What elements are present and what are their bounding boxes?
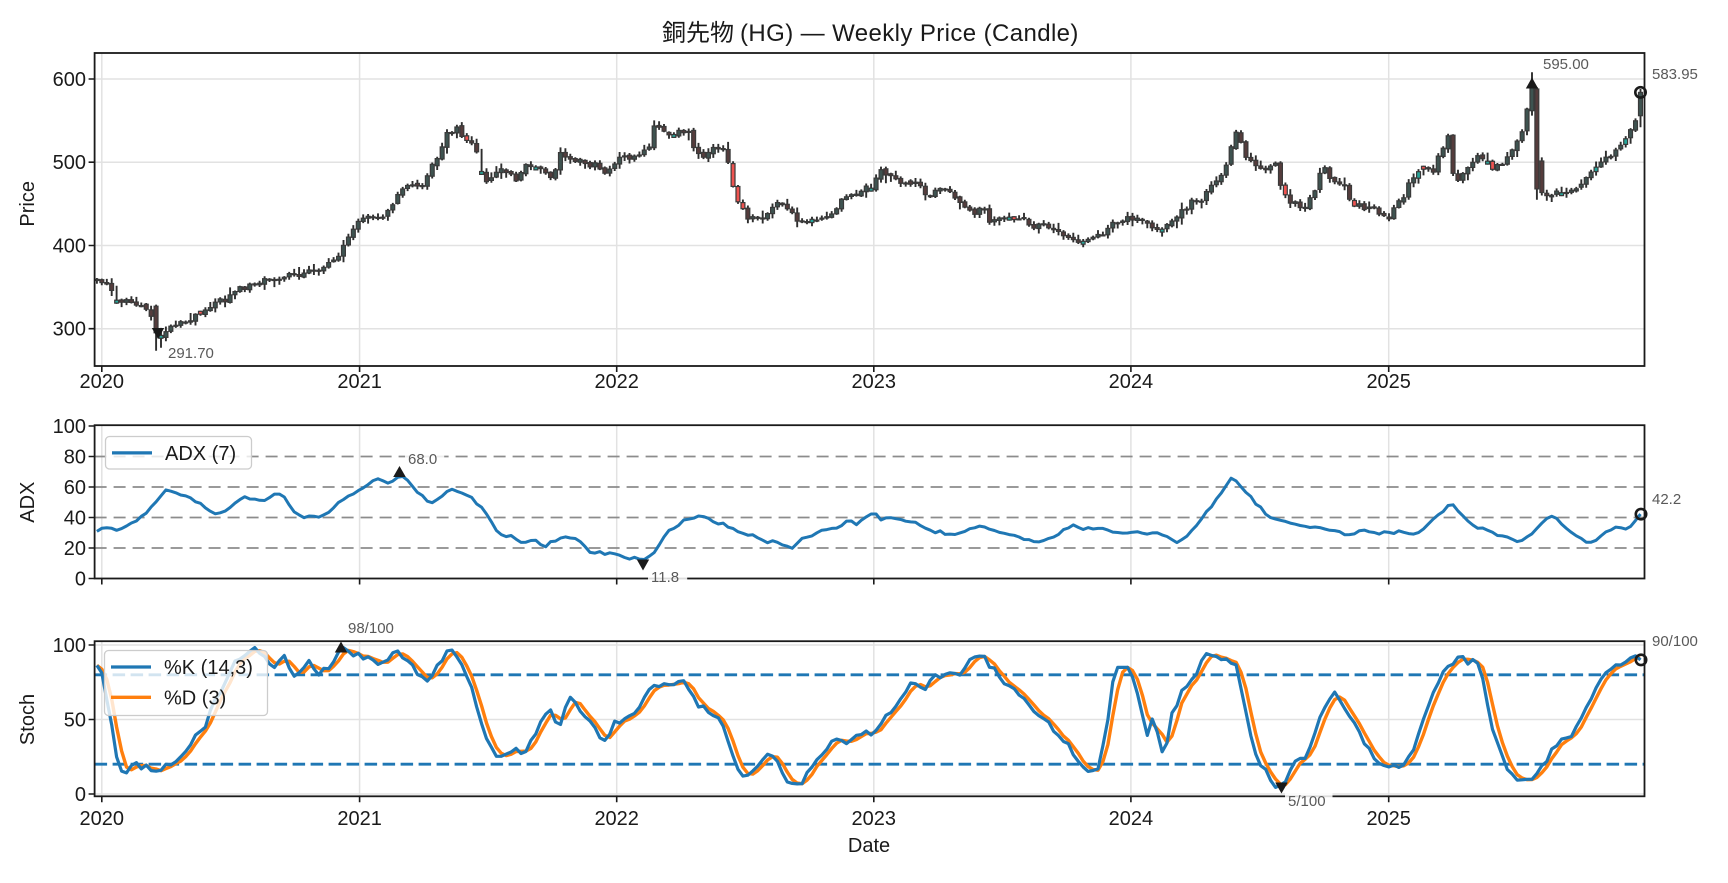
svg-text:50: 50 xyxy=(64,710,86,732)
svg-text:2020: 2020 xyxy=(80,808,125,830)
svg-text:Stoch: Stoch xyxy=(17,694,39,745)
svg-text:600: 600 xyxy=(53,69,86,91)
svg-text:(HG) — Weekly Price (Candle): (HG) — Weekly Price (Candle) xyxy=(740,20,1079,47)
svg-text:90/100: 90/100 xyxy=(1652,633,1698,650)
svg-text:20: 20 xyxy=(64,538,86,560)
svg-text:2022: 2022 xyxy=(594,371,639,393)
svg-text:595.00: 595.00 xyxy=(1543,56,1589,73)
svg-text:2025: 2025 xyxy=(1366,808,1411,830)
svg-text:%D (3): %D (3) xyxy=(164,687,226,709)
svg-text:Date: Date xyxy=(848,835,890,857)
svg-text:400: 400 xyxy=(53,236,86,258)
svg-text:68.0: 68.0 xyxy=(408,451,437,468)
svg-text:100: 100 xyxy=(53,635,86,657)
svg-text:40: 40 xyxy=(64,508,86,530)
svg-text:100: 100 xyxy=(53,416,86,438)
svg-text:Price: Price xyxy=(17,181,39,227)
svg-text:2020: 2020 xyxy=(80,371,125,393)
svg-text:2023: 2023 xyxy=(852,808,897,830)
svg-text:ADX (7): ADX (7) xyxy=(165,443,236,465)
svg-text:60: 60 xyxy=(64,477,86,499)
svg-text:5/100: 5/100 xyxy=(1288,793,1326,810)
svg-text:0: 0 xyxy=(75,784,86,806)
svg-text:ADX: ADX xyxy=(17,482,39,523)
svg-text:0: 0 xyxy=(75,569,86,591)
svg-text:300: 300 xyxy=(53,319,86,341)
svg-text:2021: 2021 xyxy=(337,371,382,393)
svg-text:42.2: 42.2 xyxy=(1652,491,1681,508)
svg-text:583.95: 583.95 xyxy=(1652,66,1698,83)
svg-text:2024: 2024 xyxy=(1109,808,1154,830)
svg-text:2022: 2022 xyxy=(594,808,639,830)
svg-text:2023: 2023 xyxy=(852,371,897,393)
svg-text:291.70: 291.70 xyxy=(168,345,214,362)
svg-text:%K (14,3): %K (14,3) xyxy=(164,657,253,679)
svg-text:500: 500 xyxy=(53,152,86,174)
svg-text:2024: 2024 xyxy=(1109,371,1154,393)
svg-text:11.8: 11.8 xyxy=(651,569,679,586)
svg-text:2021: 2021 xyxy=(337,808,382,830)
svg-text:98/100: 98/100 xyxy=(348,620,394,637)
svg-text:80: 80 xyxy=(64,447,86,469)
svg-text:2025: 2025 xyxy=(1366,371,1411,393)
